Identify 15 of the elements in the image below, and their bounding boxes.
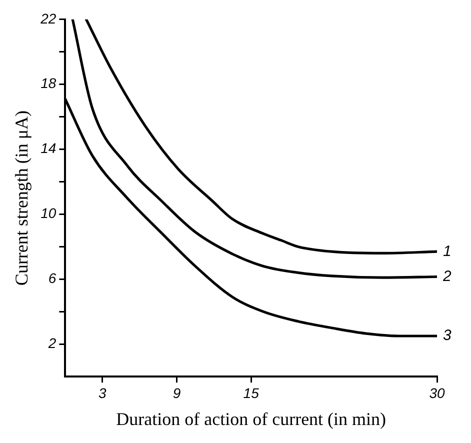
x-axis-title: Duration of action of current (in min) — [116, 408, 386, 429]
y-axis-title: Current strength (in μA) — [12, 110, 32, 286]
series-label: 2 — [442, 268, 452, 285]
y-tick-label: 6 — [48, 270, 56, 286]
series-label: 3 — [443, 327, 452, 344]
x-tick-label: 15 — [243, 384, 260, 401]
y-tick-label: 22 — [40, 10, 56, 26]
y-tick-label: 2 — [47, 335, 56, 352]
x-tick-label: 3 — [98, 384, 106, 401]
y-tick-label: 10 — [40, 205, 56, 222]
series-label: 1 — [443, 242, 452, 260]
x-tick-label: 9 — [172, 384, 181, 401]
x-tick-label: 30 — [429, 384, 445, 401]
y-tick-label: 14 — [40, 140, 56, 156]
y-tick-label: 18 — [40, 75, 56, 92]
